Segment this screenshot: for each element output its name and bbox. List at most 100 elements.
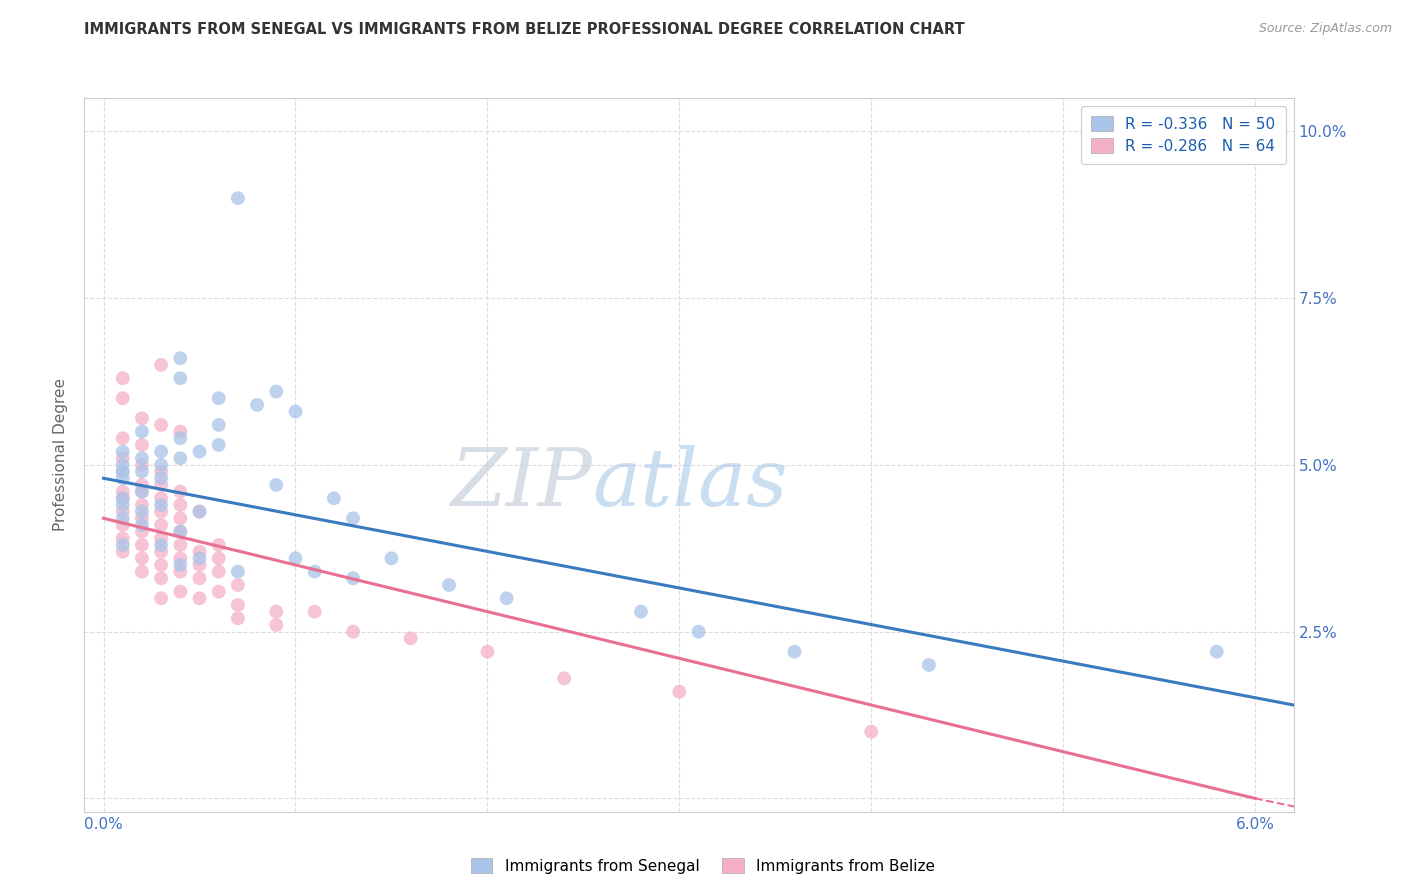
Point	[131, 505, 153, 519]
Point	[131, 438, 153, 452]
Point	[266, 605, 288, 619]
Point	[188, 551, 211, 566]
Legend: R = -0.336   N = 50, R = -0.286   N = 64: R = -0.336 N = 50, R = -0.286 N = 64	[1081, 106, 1286, 164]
Point	[111, 451, 134, 466]
Point	[111, 391, 134, 405]
Point	[304, 605, 326, 619]
Point	[208, 391, 231, 405]
Point	[208, 551, 231, 566]
Point	[342, 624, 364, 639]
Point	[226, 578, 249, 592]
Y-axis label: Professional Degree: Professional Degree	[53, 378, 69, 532]
Point	[918, 658, 941, 673]
Point	[169, 584, 191, 599]
Point	[131, 538, 153, 552]
Point	[188, 591, 211, 606]
Point	[131, 465, 153, 479]
Point	[111, 465, 134, 479]
Point	[150, 538, 173, 552]
Point	[131, 498, 153, 512]
Point	[111, 531, 134, 545]
Point	[111, 511, 134, 525]
Point	[226, 565, 249, 579]
Point	[150, 591, 173, 606]
Point	[150, 417, 173, 432]
Point	[169, 451, 191, 466]
Text: IMMIGRANTS FROM SENEGAL VS IMMIGRANTS FROM BELIZE PROFESSIONAL DEGREE CORRELATIO: IMMIGRANTS FROM SENEGAL VS IMMIGRANTS FR…	[84, 22, 965, 37]
Point	[304, 565, 326, 579]
Point	[150, 444, 173, 458]
Point	[188, 558, 211, 572]
Point	[266, 618, 288, 632]
Point	[169, 351, 191, 366]
Point	[399, 632, 422, 646]
Point	[860, 724, 883, 739]
Point	[208, 538, 231, 552]
Point	[150, 571, 173, 585]
Point	[169, 484, 191, 499]
Point	[150, 458, 173, 472]
Point	[188, 544, 211, 558]
Point	[169, 371, 191, 385]
Point	[150, 465, 173, 479]
Point	[477, 645, 499, 659]
Point	[131, 425, 153, 439]
Point	[284, 404, 307, 418]
Point	[226, 598, 249, 612]
Point	[380, 551, 402, 566]
Point	[111, 471, 134, 485]
Point	[169, 425, 191, 439]
Point	[208, 584, 231, 599]
Point	[150, 471, 173, 485]
Text: ZIP: ZIP	[450, 445, 592, 522]
Legend: Immigrants from Senegal, Immigrants from Belize: Immigrants from Senegal, Immigrants from…	[465, 852, 941, 880]
Point	[169, 524, 191, 539]
Point	[131, 458, 153, 472]
Point	[131, 524, 153, 539]
Point	[342, 511, 364, 525]
Point	[169, 551, 191, 566]
Point	[630, 605, 652, 619]
Point	[111, 465, 134, 479]
Point	[131, 411, 153, 425]
Point	[111, 444, 134, 458]
Point	[111, 491, 134, 506]
Text: Source: ZipAtlas.com: Source: ZipAtlas.com	[1258, 22, 1392, 36]
Point	[111, 544, 134, 558]
Point	[266, 384, 288, 399]
Point	[111, 371, 134, 385]
Point	[150, 491, 173, 506]
Point	[688, 624, 710, 639]
Point	[266, 478, 288, 492]
Point	[169, 524, 191, 539]
Point	[188, 505, 211, 519]
Point	[111, 491, 134, 506]
Point	[131, 484, 153, 499]
Point	[131, 551, 153, 566]
Point	[169, 431, 191, 445]
Point	[1205, 645, 1227, 659]
Point	[169, 511, 191, 525]
Point	[169, 558, 191, 572]
Point	[553, 671, 575, 685]
Point	[150, 544, 173, 558]
Point	[150, 478, 173, 492]
Point	[246, 398, 269, 412]
Text: atlas: atlas	[592, 445, 787, 522]
Point	[188, 505, 211, 519]
Point	[169, 498, 191, 512]
Point	[668, 684, 690, 698]
Point	[226, 611, 249, 625]
Point	[208, 565, 231, 579]
Point	[131, 518, 153, 533]
Point	[188, 571, 211, 585]
Point	[150, 498, 173, 512]
Point	[342, 571, 364, 585]
Point	[437, 578, 460, 592]
Point	[150, 531, 173, 545]
Point	[111, 484, 134, 499]
Point	[131, 451, 153, 466]
Point	[322, 491, 344, 506]
Point	[169, 538, 191, 552]
Point	[111, 518, 134, 533]
